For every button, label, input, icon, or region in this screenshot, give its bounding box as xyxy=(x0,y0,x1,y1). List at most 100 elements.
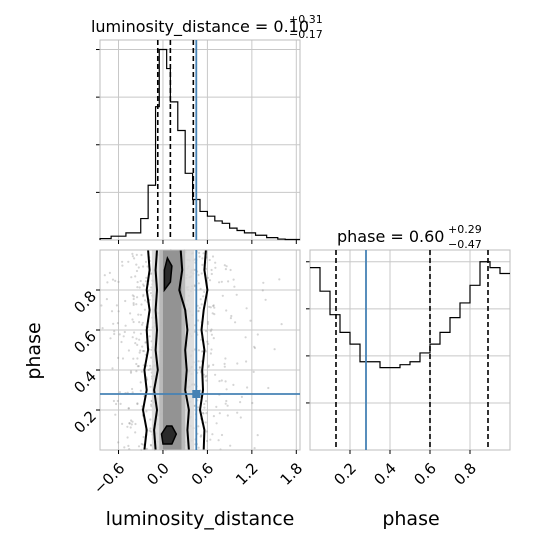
joint-sample-point xyxy=(218,281,221,284)
joint-sample-point xyxy=(203,406,206,409)
joint-sample-point xyxy=(204,350,208,353)
joint-sample-point xyxy=(129,371,133,374)
joint-sample-point xyxy=(123,330,126,334)
joint-sample-point xyxy=(149,292,153,295)
joint-sample-point xyxy=(253,447,256,450)
joint-sample-point xyxy=(221,294,224,297)
joint-sample-point xyxy=(214,261,217,264)
joint-ytick-label-1: 0.4 xyxy=(70,367,100,397)
joint-sample-point xyxy=(244,336,247,339)
joint-sample-point xyxy=(111,367,114,370)
joint-sample-point xyxy=(127,407,130,410)
joint-sample-point xyxy=(200,434,203,437)
joint-sample-point xyxy=(214,266,217,269)
joint-sample-point xyxy=(200,338,203,341)
joint-sample-point xyxy=(139,279,142,283)
joint-xtick-label-3: 1.2 xyxy=(232,459,262,489)
joint-sample-point xyxy=(129,370,133,373)
joint-sample-point xyxy=(136,286,139,289)
joint-sample-point xyxy=(142,443,145,446)
joint-sample-point xyxy=(113,332,116,336)
joint-sample-point xyxy=(201,411,205,415)
joint-sample-point xyxy=(135,337,138,340)
joint-sample-point xyxy=(208,305,211,308)
joint-sample-point xyxy=(135,370,138,373)
joint-sample-point xyxy=(207,365,210,369)
joint-sample-point xyxy=(131,336,134,339)
y-axis-label-phase: phase xyxy=(23,322,45,379)
joint-ytick-label-3: 0.8 xyxy=(70,287,100,317)
joint-sample-point xyxy=(115,402,118,406)
joint-sample-point xyxy=(138,351,141,354)
joint-sample-point xyxy=(141,323,144,326)
joint-sample-point xyxy=(149,364,152,367)
joint-sample-point xyxy=(220,280,223,283)
joint-sample-point xyxy=(127,444,130,447)
joint-sample-point xyxy=(131,318,134,321)
joint-sample-point xyxy=(101,327,104,330)
joint-sample-point xyxy=(149,427,152,430)
joint-sample-point xyxy=(205,412,208,415)
joint-sample-point xyxy=(204,400,208,403)
joint-sample-point xyxy=(215,422,218,425)
joint-sample-point xyxy=(206,322,210,325)
joint-sample-point xyxy=(226,404,229,407)
joint-sample-point xyxy=(209,438,212,441)
joint-sample-point xyxy=(199,435,202,438)
joint-sample-point xyxy=(225,309,228,312)
luminosity-distance-title-plus: +0.31 xyxy=(289,13,323,26)
phase-title-prefix: phase = 0.60 xyxy=(337,227,444,246)
joint-sample-point xyxy=(145,410,148,413)
joint-sample-point xyxy=(127,349,130,352)
joint-sample-point xyxy=(197,425,200,428)
joint-sample-point xyxy=(144,280,148,283)
joint-sample-point xyxy=(264,298,267,301)
phase-xtick-label-2: 0.6 xyxy=(410,459,440,489)
joint-sample-point xyxy=(150,403,153,406)
joint-sample-point xyxy=(225,265,228,268)
joint-sample-point xyxy=(236,362,239,365)
joint-sample-point xyxy=(137,365,140,368)
top-frame xyxy=(99,39,301,241)
phase-histogram xyxy=(310,261,510,369)
joint-density-panel: −0.6 0.0 0.6 1.2 1.8 0.2 0.4 0.6 0.8 xyxy=(70,249,306,498)
joint-sample-point xyxy=(134,431,137,434)
joint-sample-point xyxy=(138,321,141,324)
joint-sample-point xyxy=(117,356,120,359)
joint-sample-point xyxy=(245,307,248,310)
joint-sample-point xyxy=(249,319,252,322)
joint-sample-point xyxy=(202,252,205,255)
joint-sample-point xyxy=(218,380,221,383)
joint-sample-point xyxy=(245,360,248,363)
joint-sample-point xyxy=(116,322,119,325)
joint-sample-point xyxy=(209,352,212,355)
joint-sample-point xyxy=(229,317,232,320)
joint-sample-point xyxy=(205,379,208,382)
joint-sample-point xyxy=(210,268,213,272)
joint-sample-point xyxy=(197,446,200,449)
joint-sample-point xyxy=(197,309,200,312)
joint-sample-point xyxy=(210,328,213,331)
joint-sample-point xyxy=(112,322,115,325)
joint-sample-point xyxy=(208,258,211,262)
joint-sample-point xyxy=(132,320,135,324)
joint-sample-point xyxy=(218,412,221,415)
joint-sample-point xyxy=(240,395,243,398)
joint-sample-point xyxy=(204,421,207,424)
joint-sample-point xyxy=(145,276,148,279)
luminosity-distance-marginal: luminosity_distance = 0.10 +0.31 −0.17 xyxy=(91,13,323,244)
joint-contour-middle-left xyxy=(153,249,159,451)
joint-xtick-label-1: 0.0 xyxy=(143,459,173,489)
joint-xtick-label-4: 1.8 xyxy=(277,459,307,489)
joint-sample-point xyxy=(105,298,108,301)
joint-sample-point xyxy=(118,391,121,394)
joint-sample-point xyxy=(200,350,204,353)
joint-ytick-label-2: 0.6 xyxy=(70,327,100,357)
joint-sample-point xyxy=(114,279,117,282)
joint-sample-point xyxy=(198,251,201,254)
joint-sample-point xyxy=(103,274,106,277)
joint-sample-point xyxy=(138,286,141,289)
joint-sample-point xyxy=(140,370,143,373)
joint-sample-point xyxy=(207,342,210,345)
